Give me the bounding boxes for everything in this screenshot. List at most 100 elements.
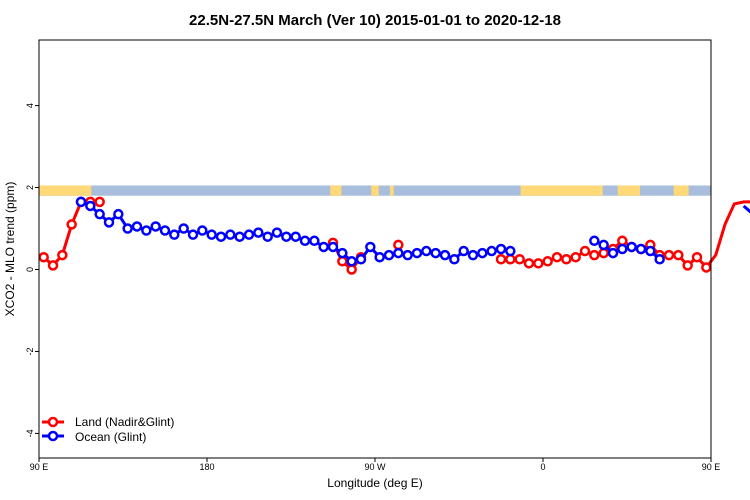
y-axis-label: XCO2 - MLO trend (ppm) <box>3 182 17 317</box>
data-point-ocean <box>383 249 395 261</box>
legend: Land (Nadir&Glint) Ocean (Glint) <box>42 415 174 444</box>
data-point-ocean <box>430 247 441 259</box>
x-tick-label: 90 E <box>30 462 49 472</box>
data-point-land <box>691 251 703 263</box>
data-point-ocean <box>113 208 124 220</box>
data-point-ocean <box>365 241 376 253</box>
series-line-land <box>42 200 100 268</box>
data-point-ocean <box>299 235 311 247</box>
data-point-ocean <box>94 208 105 220</box>
data-point-ocean <box>150 221 161 232</box>
data-point-ocean <box>402 249 413 261</box>
data-point-ocean <box>206 229 217 240</box>
data-point-land <box>38 251 49 263</box>
data-point-ocean <box>131 221 143 232</box>
x-tick-label: 90 E <box>702 462 721 472</box>
y-tick-label: 4 <box>25 103 35 108</box>
data-point-land <box>337 256 348 267</box>
data-point-land <box>523 258 535 269</box>
series-line-land <box>501 200 750 270</box>
data-point-land <box>589 249 600 261</box>
data-point-ocean <box>589 235 600 247</box>
data-point-ocean <box>486 245 497 257</box>
legend-label-land: Land (Nadir&Glint) <box>75 415 174 429</box>
data-point-ocean <box>346 256 357 267</box>
data-point-ocean <box>495 243 507 255</box>
data-point-ocean <box>141 225 152 236</box>
data-point-ocean <box>243 229 255 240</box>
data-point-land <box>514 253 525 265</box>
data-point-ocean <box>225 229 236 240</box>
y-tick-label: -2 <box>25 347 35 355</box>
data-point-ocean <box>197 225 208 236</box>
axes: 90 E 180 90 W 0 90 E -4 -2 0 2 4 <box>25 103 720 472</box>
data-point-ocean <box>309 235 320 247</box>
data-point-ocean <box>215 231 227 242</box>
data-point-ocean <box>505 245 516 257</box>
legend-label-ocean: Ocean (Glint) <box>75 430 146 444</box>
y-tick-label: 0 <box>25 267 35 272</box>
band-land <box>389 185 394 196</box>
band-land <box>39 185 92 196</box>
band-land <box>371 185 379 196</box>
data-point-land <box>682 260 693 271</box>
data-point-land <box>57 249 68 261</box>
data-point-ocean <box>253 227 264 238</box>
data-point-ocean <box>645 245 656 257</box>
data-point-ocean <box>439 249 451 261</box>
x-axis-label: Longitude (deg E) <box>327 476 422 490</box>
data-point-ocean <box>467 249 479 261</box>
data-point-ocean <box>262 231 273 242</box>
legend-marker-ocean <box>47 430 59 442</box>
data-point-ocean <box>85 200 96 212</box>
band-land <box>673 185 689 196</box>
data-point-ocean <box>449 253 460 265</box>
data-point-land <box>663 249 675 261</box>
data-point-ocean <box>393 247 404 259</box>
band-land <box>330 185 342 196</box>
data-point-ocean <box>337 247 348 259</box>
band-land <box>520 185 603 196</box>
data-point-ocean <box>159 225 171 236</box>
data-point-ocean <box>234 231 245 242</box>
data-point-ocean <box>654 253 665 265</box>
data-point-land <box>505 253 516 265</box>
data-point-land <box>495 253 507 265</box>
y-tick-label: 2 <box>25 185 35 190</box>
series-ocean <box>75 196 750 267</box>
data-point-ocean <box>290 231 301 242</box>
series-line-ocean <box>742 204 750 214</box>
data-point-ocean <box>122 223 133 234</box>
x-tick-label: 180 <box>199 462 214 472</box>
data-point-ocean <box>281 231 292 242</box>
data-point-ocean <box>458 245 469 257</box>
data-point-ocean <box>178 223 189 234</box>
data-point-land <box>673 249 684 261</box>
data-point-ocean <box>617 243 628 255</box>
data-point-land <box>598 247 609 259</box>
data-point-ocean <box>327 241 339 253</box>
data-point-ocean <box>635 243 647 255</box>
data-point-ocean <box>421 245 432 257</box>
data-point-ocean <box>598 239 609 251</box>
data-point-land <box>47 260 59 271</box>
data-point-ocean <box>187 229 199 240</box>
series-layer <box>38 196 750 275</box>
data-point-land <box>701 262 712 273</box>
data-point-ocean <box>477 247 488 259</box>
data-point-ocean <box>318 241 329 253</box>
data-point-land <box>66 219 77 230</box>
data-point-ocean <box>271 227 283 238</box>
band-land <box>617 185 641 196</box>
data-point-land <box>570 251 581 263</box>
landmask-band <box>39 185 711 196</box>
data-point-ocean <box>355 253 367 265</box>
data-point-ocean <box>411 247 423 259</box>
legend-marker-land <box>47 416 59 428</box>
data-point-ocean <box>374 251 385 263</box>
data-point-land <box>393 239 404 251</box>
data-point-land <box>551 251 563 263</box>
data-point-ocean <box>75 196 87 208</box>
y-tick-label: -4 <box>25 429 35 437</box>
